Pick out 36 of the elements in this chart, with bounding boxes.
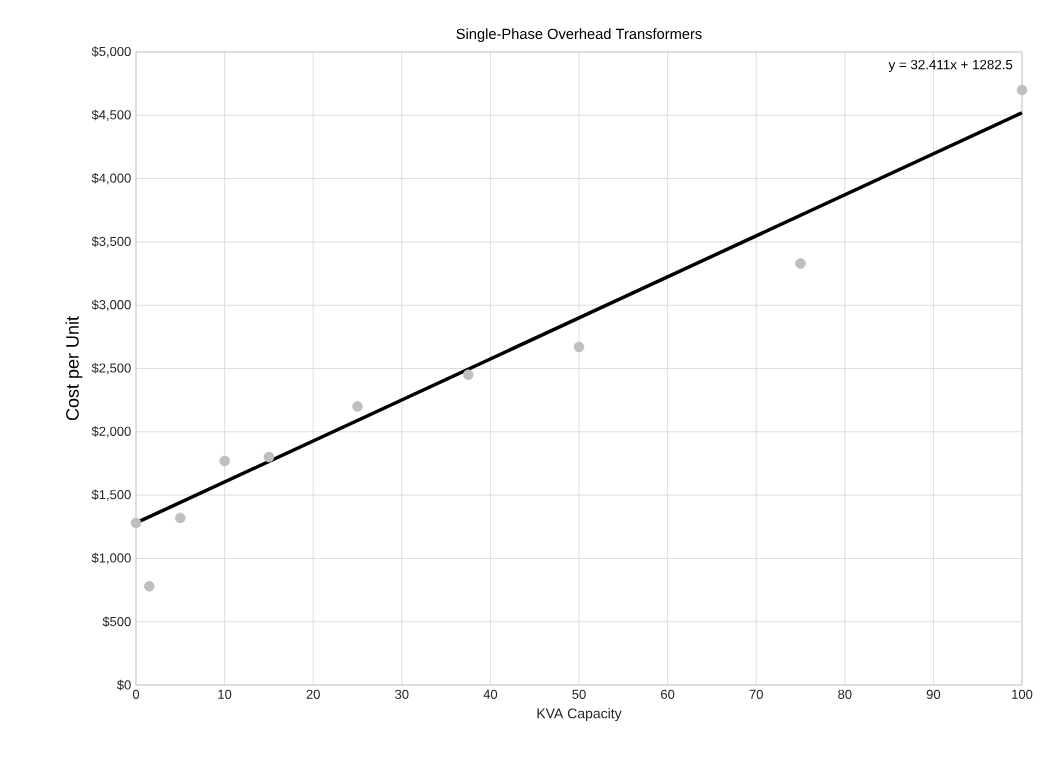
point [1016,84,1028,96]
y-tick-label: $3,500 [91,236,131,248]
y-tick-label: $2,000 [91,426,131,438]
x-tick-label: 40 [483,689,498,699]
point [130,517,142,529]
x-tick-label: 0 [132,689,140,699]
x-tick-label: 30 [395,689,409,699]
x-tick-label: 60 [661,689,675,699]
point [795,258,806,269]
y-tick-label: $2,500 [91,362,131,375]
y-tick-label: $500 [102,616,131,627]
x-tick-label: 10 [218,689,232,699]
x-tick-label: 100 [1012,689,1033,699]
x-axis-title: KVA Capacity [537,708,622,722]
point [352,401,363,412]
x-tick-label: 20 [306,689,320,699]
point [462,369,474,381]
annotation: y = 32.411x + 1282.5 [888,59,1013,72]
x-tick-label: 80 [838,689,852,699]
point [175,512,186,524]
point [219,455,230,467]
y-tick-label: $4,000 [91,172,131,185]
y-tick-label: $1,000 [91,552,131,565]
point [573,341,585,353]
point [144,580,155,592]
y-tick-label: $4,500 [91,109,131,121]
x-tick-label: 90 [926,689,941,699]
x-tick-label: 70 [749,689,763,699]
y-axis-title: Cost per Unit [65,316,83,421]
y-tick-label: $3,000 [91,299,131,311]
x-tick-label: 50 [572,689,586,699]
y-tick-label: $0 [116,679,131,691]
chart-title: Single-Phase Overhead Transformers [456,28,702,42]
y-tick-label: $5,000 [91,46,131,58]
y-tick-label: $1,500 [91,489,131,501]
point [263,451,275,463]
